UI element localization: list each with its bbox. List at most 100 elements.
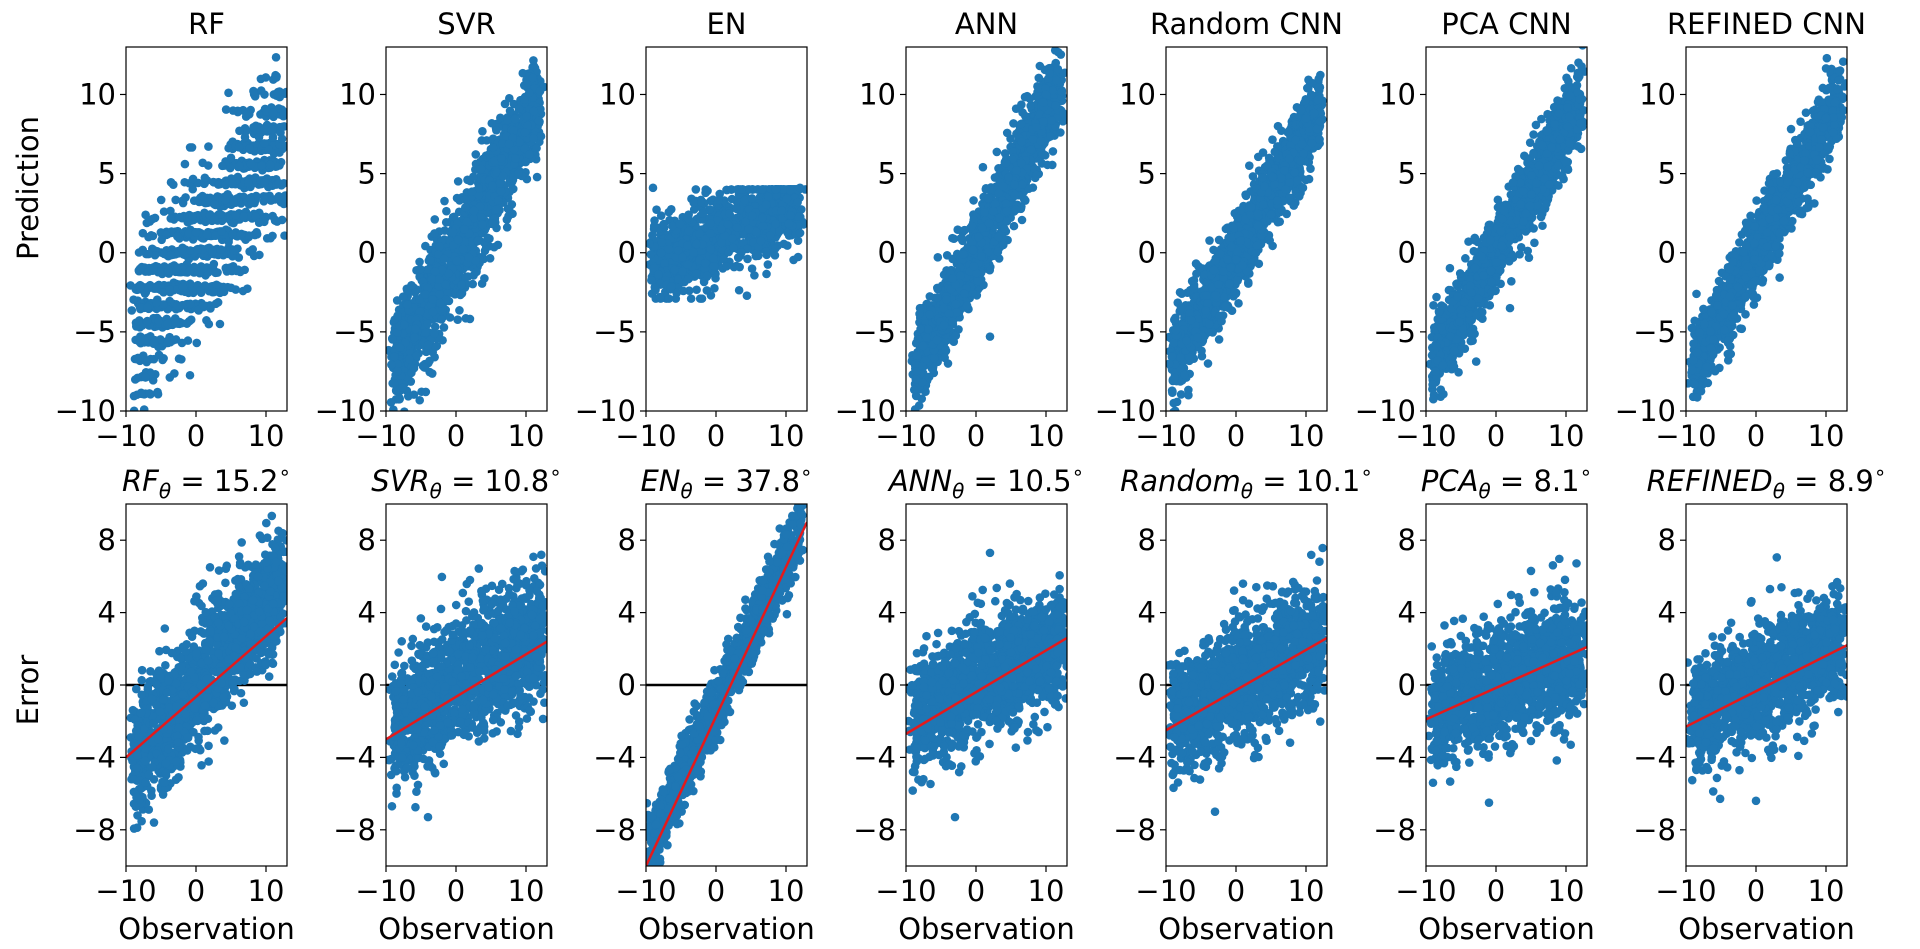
svr-prediction-point [485, 254, 495, 263]
svr-prediction-point [457, 280, 467, 290]
en-prediction-point [778, 185, 788, 194]
en-prediction-point [723, 220, 733, 229]
svr-prediction-point [415, 295, 424, 304]
ann-prediction-point [1009, 119, 1018, 128]
en-prediction-point [734, 285, 744, 295]
rf-prediction-point [254, 218, 264, 227]
svr-prediction-point [532, 143, 541, 153]
en-prediction-point [717, 224, 726, 234]
svr-prediction-point [386, 397, 396, 407]
svr-prediction-point [430, 215, 440, 224]
svr-prediction-point [448, 227, 458, 237]
rf-prediction-point [204, 142, 213, 151]
rf-prediction-point [209, 199, 219, 209]
rf-prediction-point [218, 161, 227, 171]
en-prediction-point [782, 194, 792, 204]
rf-prediction-point [182, 319, 192, 328]
svr-prediction-point [496, 154, 506, 163]
en-prediction-point [771, 244, 780, 253]
en-prediction-point [656, 248, 666, 258]
en-prediction-point [683, 213, 693, 223]
svr-prediction-point [400, 320, 409, 330]
rf-prediction-point [245, 143, 254, 153]
rf-prediction-outlier-point [226, 153, 236, 163]
svr-prediction-point [395, 394, 405, 404]
rf-prediction-axes-frame [125, 46, 288, 412]
en-prediction-point [689, 248, 698, 258]
en-prediction-point [657, 238, 667, 247]
rf-prediction-point [247, 198, 257, 208]
svr-prediction-point [421, 241, 430, 251]
rf-prediction-outlier-point [268, 132, 278, 142]
rf-prediction-ytick-label: −10 [55, 394, 116, 428]
en-prediction-point [671, 253, 681, 262]
en-prediction-point [683, 240, 692, 250]
svr-prediction-point [471, 256, 480, 266]
svr-prediction-point [483, 233, 493, 243]
en-prediction-point [727, 234, 737, 243]
ann-prediction-point [953, 225, 963, 235]
svr-prediction-ytick-label: −5 [333, 315, 376, 349]
svr-prediction-outlier-point [395, 343, 405, 352]
rf-prediction-point [239, 212, 249, 221]
en-prediction-point [783, 228, 792, 238]
svr-prediction-point [389, 378, 399, 388]
en-prediction-point [771, 185, 781, 194]
en-prediction-point [702, 271, 712, 280]
svr-prediction-point [498, 139, 507, 148]
rf-prediction-point [279, 199, 287, 209]
en-prediction-point [660, 258, 669, 268]
rf-prediction-point [170, 369, 179, 378]
ann-prediction-point [1035, 61, 1045, 71]
en-prediction-point [747, 194, 757, 203]
svr-prediction-point [398, 292, 408, 301]
rf-prediction-point [273, 194, 283, 203]
svr-prediction-point [469, 214, 478, 223]
svr-prediction-point [465, 314, 475, 324]
svr-prediction-point [430, 322, 440, 332]
svr-prediction-point [435, 290, 445, 299]
en-prediction-point [734, 253, 743, 262]
svr-prediction-point [488, 219, 497, 228]
en-prediction-point [756, 236, 766, 246]
rf-prediction-point [236, 231, 246, 240]
rf-prediction-point [191, 228, 201, 237]
en-prediction-point [775, 226, 784, 236]
en-prediction-point [794, 212, 803, 221]
svr-prediction-outlier-point [535, 87, 545, 96]
svr-prediction-point [416, 264, 425, 274]
rf-prediction-point [148, 214, 157, 224]
rf-prediction-point [198, 191, 207, 201]
rf-prediction-outlier-point [149, 338, 159, 348]
svr-prediction-xtick-label: −10 [355, 419, 416, 453]
rf-prediction-point [185, 299, 195, 309]
rf-prediction-plot-area [126, 53, 287, 411]
en-prediction-point [646, 250, 656, 259]
rf-prediction-point [188, 174, 198, 184]
rf-prediction-point [150, 250, 160, 260]
svr-prediction-axes-frame [385, 46, 548, 412]
svr-prediction-point [409, 390, 419, 399]
svr-prediction-point [510, 114, 520, 124]
en-prediction-point [724, 209, 734, 219]
en-prediction-point [758, 213, 767, 223]
rf-prediction-point [226, 283, 236, 293]
svr-prediction-point [536, 132, 546, 141]
en-prediction-point [709, 261, 719, 271]
en-prediction-point [795, 228, 805, 238]
en-prediction-point [695, 229, 705, 239]
ann-prediction-point [1052, 38, 1061, 47]
svr-prediction-point [467, 187, 477, 197]
rf-prediction-point [185, 370, 195, 380]
rf-prediction-point [202, 230, 212, 240]
svr-prediction-point [476, 212, 486, 222]
en-prediction-xtick-label: −10 [615, 419, 676, 453]
ann-prediction-point [1002, 128, 1012, 138]
rf-prediction-title: RF [188, 7, 225, 41]
svr-prediction-point [410, 288, 420, 297]
rf-prediction-point [217, 227, 226, 236]
svr-prediction-point [427, 274, 437, 284]
svr-prediction-point [415, 257, 424, 267]
svr-prediction-point [503, 115, 512, 125]
rf-prediction-point [141, 373, 150, 382]
